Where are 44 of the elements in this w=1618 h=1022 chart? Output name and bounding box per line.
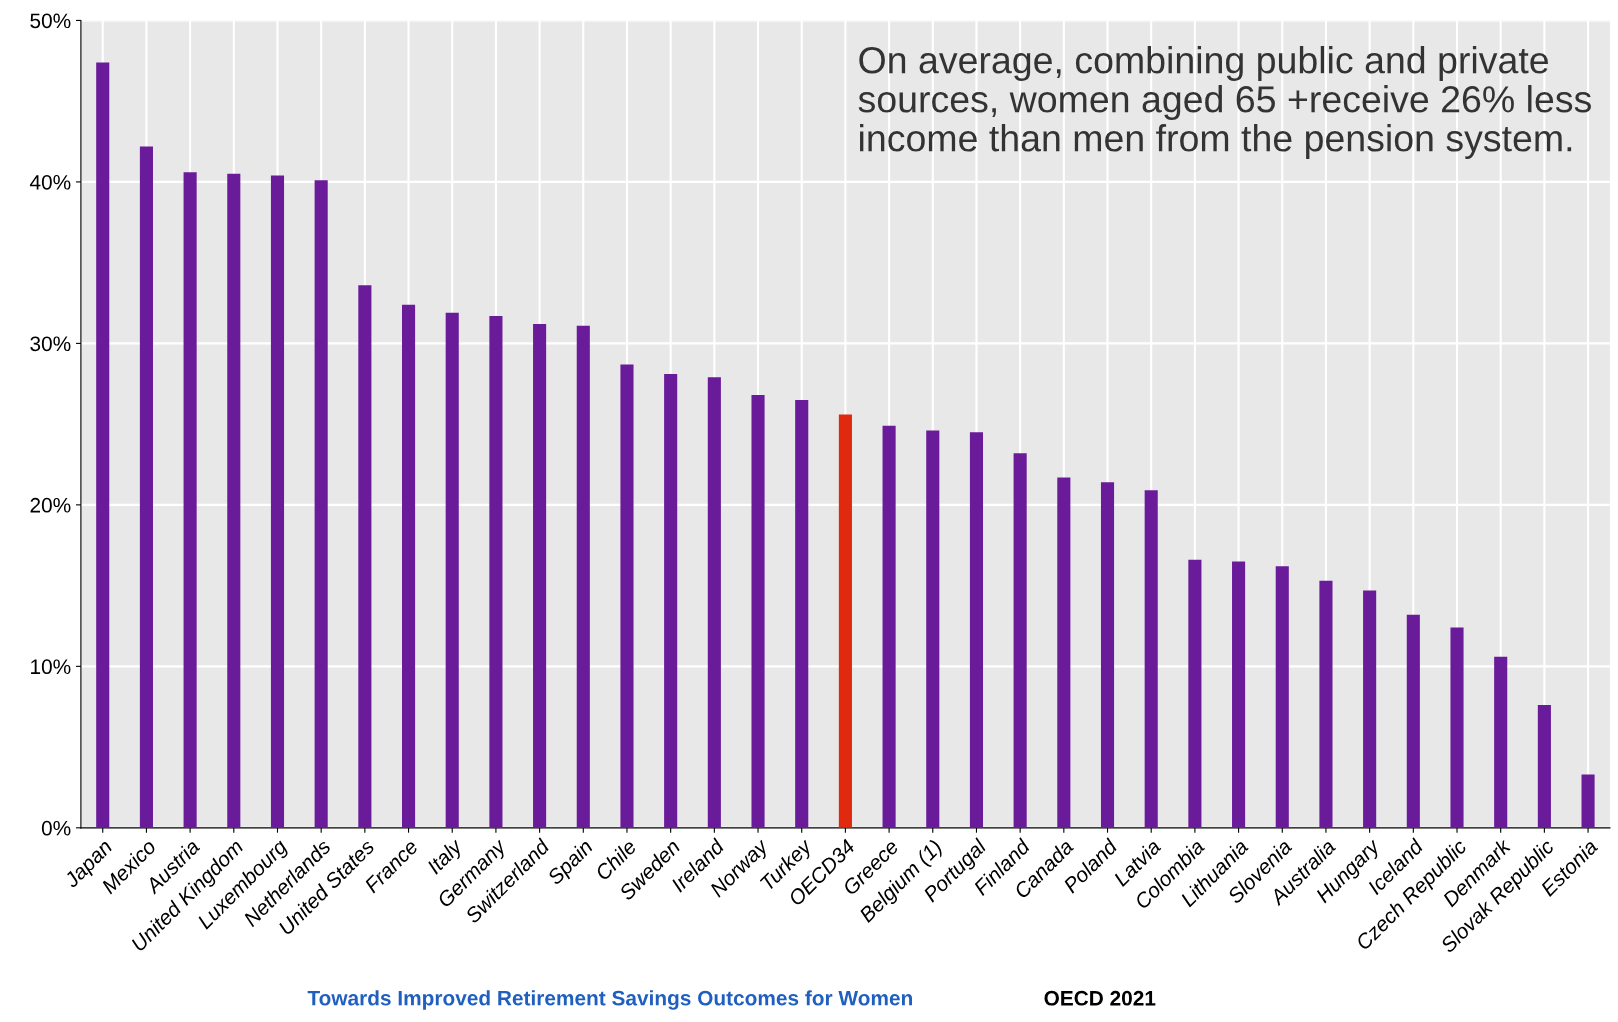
text: OECD 2021 [1044, 990, 1156, 1006]
bar [620, 364, 634, 828]
bar [401, 304, 416, 828]
bar [1494, 656, 1508, 828]
y-tick-label: 30% [30, 336, 71, 352]
annotation: On average, combining public and private sources, women aged 65 +receive 26% less income than men from the pension system. [858, 45, 1591, 160]
bar [664, 374, 678, 828]
bar [227, 173, 241, 828]
bar [489, 315, 503, 828]
bar [1406, 614, 1420, 828]
bar [926, 430, 940, 828]
bar [139, 146, 153, 828]
bar [445, 312, 459, 828]
y-tick-label: 50% [30, 13, 71, 29]
bar [1188, 559, 1202, 828]
bar [1363, 590, 1377, 828]
bar [1275, 566, 1289, 828]
bar [358, 285, 372, 828]
bar [1581, 774, 1595, 828]
bar [1144, 490, 1158, 828]
bar [838, 414, 852, 828]
bar [795, 399, 809, 828]
y-tick-label: 40% [29, 174, 71, 190]
bar [96, 62, 110, 828]
y-tick-label: 10% [31, 659, 71, 675]
bar [1100, 482, 1115, 828]
y-tick-label: 0% [41, 820, 71, 836]
bar [1057, 477, 1071, 828]
bar [1450, 627, 1464, 828]
bar [1013, 453, 1027, 828]
bar [576, 325, 590, 828]
bar [183, 172, 197, 828]
bar [1537, 705, 1551, 828]
bar [969, 432, 984, 828]
bar [707, 377, 721, 828]
bar [882, 425, 896, 828]
bar [1232, 561, 1246, 828]
bar [751, 395, 765, 828]
bar [1319, 580, 1333, 828]
y-tick-label: 20% [30, 497, 71, 513]
bar [314, 180, 328, 828]
text: Towards Improved Retirement Savings Outcomes for Women [307, 990, 912, 1010]
bar [270, 175, 285, 828]
bar [533, 324, 547, 828]
